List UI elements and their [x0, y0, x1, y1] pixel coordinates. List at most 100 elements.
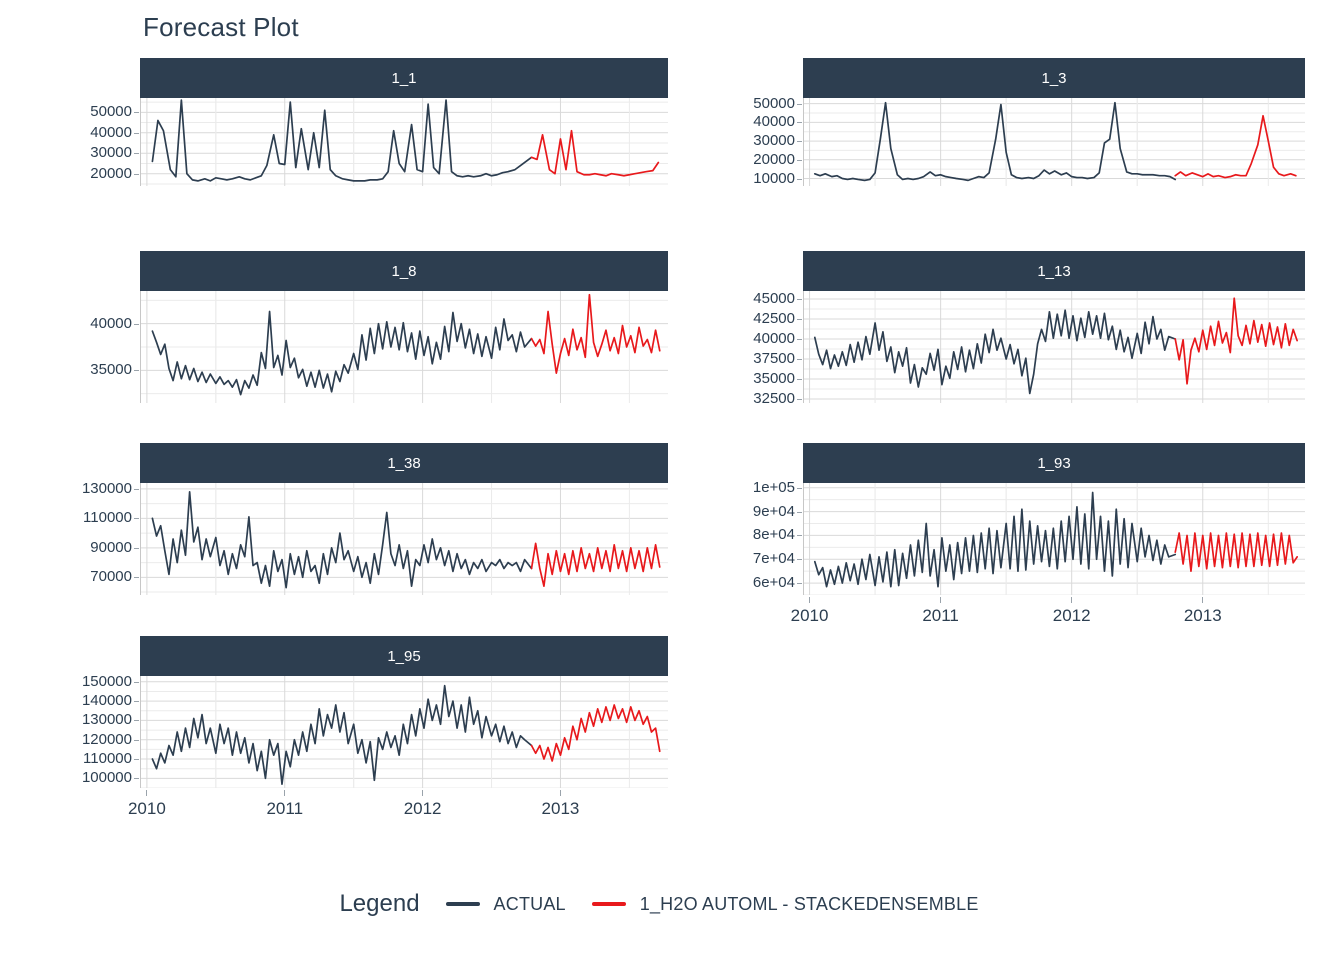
y-tick-label: 150000	[81, 672, 132, 690]
y-tick-mark	[797, 487, 802, 489]
y-tick-mark	[797, 583, 802, 585]
x-axis-1_93: 2010 2011 2012 2013	[791, 597, 1305, 633]
y-tick-label: 50000	[90, 103, 132, 121]
x-tick-mark	[422, 790, 424, 796]
series-line-actual	[813, 491, 1177, 588]
series-line-forecast	[530, 704, 661, 762]
y-tick-mark	[134, 681, 139, 683]
y-tick-label: 40000	[753, 330, 795, 347]
x-tick-label: 2010	[790, 606, 829, 625]
page-title: Forecast Plot	[143, 12, 299, 42]
y-tick-label: 30000	[90, 144, 132, 162]
y-tick-mark	[797, 559, 802, 561]
y-tick-label: 30000	[753, 132, 795, 150]
y-tick-mark	[134, 112, 139, 114]
y-tick-mark	[797, 399, 802, 400]
y-tick-label: 20000	[753, 150, 795, 168]
y-tick-label: 45000	[753, 290, 795, 307]
y-tick-label: 7e+04	[752, 550, 795, 568]
y-tick-label: 32500	[753, 390, 795, 407]
y-tick-label: 120000	[81, 730, 132, 748]
legend-label: 1_H2O AUTOML - STACKEDENSEMBLE	[639, 893, 979, 914]
panel-strip-label-1_93: 1_93	[803, 443, 1305, 483]
panel-strip-label-1_1: 1_1	[140, 58, 668, 98]
x-tick-label: 2011	[266, 799, 304, 818]
y-tick-mark	[134, 720, 139, 722]
y-tick-label: 130000	[81, 711, 132, 729]
series-line-forecast	[530, 542, 661, 588]
y-axis-1_93: 1e+05 9e+04 8e+04 7e+04 6e+04	[691, 478, 802, 595]
y-tick-label: 1e+05	[752, 478, 795, 496]
panel-plot-area-1_3	[803, 98, 1305, 186]
y-tick-label: 20000	[90, 164, 132, 182]
y-axis-1_1: 50000 40000 30000 20000	[28, 98, 139, 186]
panel-canvas-1_1	[140, 98, 668, 186]
x-tick-mark	[1071, 597, 1073, 603]
y-tick-label: 40000	[90, 123, 132, 141]
y-tick-mark	[797, 159, 802, 161]
y-tick-label: 40000	[753, 113, 795, 131]
panel-plot-area-1_13	[803, 291, 1305, 403]
panel-canvas-1_13	[803, 291, 1305, 403]
forecast-panel-1_3: 1_3 50000 40000 30000 20000 10000	[753, 58, 1305, 186]
y-tick-mark	[134, 547, 139, 549]
series-line-actual	[813, 101, 1177, 182]
panel-strip-label-1_3: 1_3	[803, 58, 1305, 98]
panel-plot-area-1_8	[140, 291, 668, 403]
panel-plot-area-1_38	[140, 483, 668, 595]
legend: Legend ACTUAL 1_H2O AUTOML - STACKEDENSEM…	[0, 890, 1344, 918]
y-tick-mark	[134, 173, 139, 175]
y-tick-mark	[134, 759, 139, 761]
forecast-panel-1_13: 1_13 45000 42500 40000 37500 35000 32500	[753, 251, 1305, 406]
y-tick-label: 35000	[753, 370, 795, 387]
y-tick-mark	[797, 141, 802, 143]
y-tick-label: 110000	[83, 509, 132, 527]
y-tick-label: 10000	[753, 169, 795, 187]
x-tick-mark	[146, 790, 148, 796]
x-tick-mark	[940, 597, 942, 603]
forecast-panel-1_95: 1_95 150000 140000 130000 120000 110000 100000	[82, 636, 668, 788]
y-tick-label: 35000	[90, 361, 132, 379]
panel-strip-label-1_13: 1_13	[803, 251, 1305, 291]
series-line-actual	[151, 684, 533, 785]
y-tick-mark	[134, 778, 139, 780]
series-line-forecast	[1174, 532, 1298, 573]
legend-entry-forecast[interactable]: 1_H2O AUTOML - STACKEDENSEMBLE	[591, 893, 979, 915]
panel-strip-label-1_8: 1_8	[140, 251, 668, 291]
panel-plot-area-1_93	[803, 483, 1305, 595]
y-tick-mark	[134, 518, 139, 520]
line-key-actual-icon	[445, 902, 480, 906]
x-tick-label: 2013	[1183, 606, 1222, 625]
y-axis-1_13: 45000 42500 40000 37500 35000 32500	[691, 290, 802, 407]
legend-label: ACTUAL	[493, 893, 566, 914]
x-tick-label: 2012	[1052, 606, 1091, 625]
series-line-forecast	[530, 129, 660, 177]
y-tick-mark	[134, 488, 139, 490]
x-axis-1_95: 2010 2011 2012 2013	[128, 790, 668, 826]
forecast-panel-1_1: 1_1 50000 40000 30000 20000	[90, 58, 668, 186]
x-tick-mark	[809, 597, 811, 603]
y-tick-mark	[134, 132, 139, 134]
panel-canvas-1_3	[803, 98, 1305, 186]
legend-entry-actual[interactable]: ACTUAL	[445, 893, 566, 915]
y-tick-label: 50000	[753, 94, 795, 112]
y-tick-mark	[797, 359, 802, 360]
y-tick-label: 9e+04	[752, 502, 795, 520]
legend-entries: ACTUAL 1_H2O AUTOML - STACKEDENSEMBLE	[445, 893, 1005, 915]
y-axis-1_3: 50000 40000 30000 20000 10000	[691, 94, 802, 187]
y-tick-mark	[797, 379, 802, 380]
y-tick-label: 130000	[81, 479, 132, 497]
panel-canvas-1_8	[140, 291, 668, 403]
y-tick-label: 6e+04	[752, 574, 795, 592]
y-tick-mark	[797, 299, 802, 300]
y-tick-label: 90000	[90, 538, 132, 556]
y-tick-mark	[797, 511, 802, 513]
y-tick-mark	[134, 739, 139, 741]
x-tick-mark	[1202, 597, 1204, 603]
series-line-actual	[151, 490, 533, 589]
y-tick-mark	[134, 701, 139, 703]
panel-canvas-1_38	[140, 483, 668, 595]
panel-plot-area-1_1	[140, 98, 668, 186]
series-line-forecast	[1174, 297, 1298, 385]
y-tick-mark	[797, 178, 802, 180]
